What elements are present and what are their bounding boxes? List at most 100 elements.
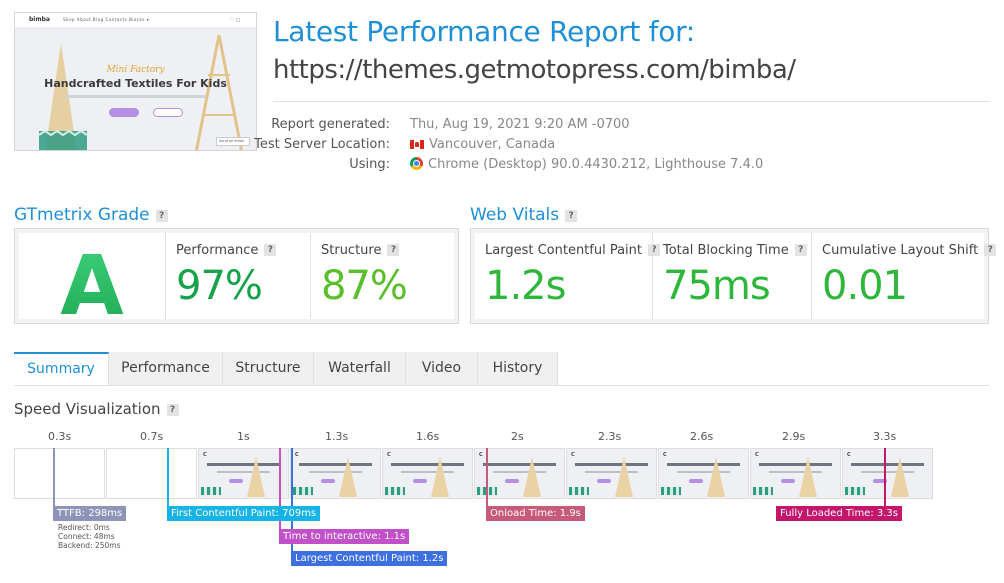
performance-label: Performance — [176, 243, 259, 258]
thumbnail-secondary-button — [153, 108, 183, 117]
web-vitals-panel: Largest Contentful Paint? 1.2s Total Blo… — [470, 228, 997, 324]
lcp-marker: Largest Contentful Paint: 1.2s — [291, 551, 448, 566]
meta-value-wrap: Chrome (Desktop) 90.0.4430.212, Lighthou… — [410, 157, 763, 172]
onload-line — [486, 448, 488, 506]
help-icon[interactable]: ? — [565, 210, 578, 222]
meta-key: Report generated: — [271, 117, 390, 132]
meta-value: Chrome (Desktop) 90.0.4430.212, Lighthou… — [428, 157, 764, 172]
cls-cell: Cumulative Layout Shift? 0.01 — [811, 233, 997, 319]
fcp-marker: First Contentful Paint: 709ms — [167, 506, 321, 521]
filmstrip-frame[interactable] — [106, 448, 197, 499]
chrome-icon — [410, 157, 423, 170]
filmstrip-frame[interactable]: C — [566, 448, 657, 499]
speed-visualization-title: Speed Visualization — [14, 400, 161, 418]
gtmetrix-grade-heading: GTmetrix Grade? — [14, 205, 168, 225]
meta-key: Using: — [349, 157, 390, 172]
ttfb-redirect: Redirect: 0ms — [58, 523, 110, 532]
cls-label: Cumulative Layout Shift — [822, 243, 979, 258]
help-icon[interactable]: ? — [166, 404, 179, 416]
thumbnail-chat-widget: Send an email — [216, 137, 250, 146]
thumbnail-title: Handcrafted Textiles For Kids — [44, 77, 227, 90]
timeline-tick: 2s — [511, 430, 524, 443]
lcp-value: 1.2s — [485, 263, 566, 309]
canada-flag-icon — [410, 140, 424, 149]
tab-performance[interactable]: Performance — [109, 352, 223, 386]
timeline-tick: 3.3s — [873, 430, 897, 443]
ttfb-line — [53, 448, 55, 506]
filmstrip-frame[interactable] — [14, 448, 105, 499]
gtmetrix-grade-panel: A Performance? 97% Structure? 87% — [14, 228, 459, 334]
header-divider — [273, 101, 990, 102]
structure-label-wrap: Structure? — [321, 243, 400, 258]
tab-video[interactable]: Video — [406, 352, 478, 386]
web-vitals-title: Web Vitals — [470, 205, 560, 225]
web-vitals-heading: Web Vitals? — [470, 205, 578, 225]
tbt-label-wrap: Total Blocking Time? — [663, 243, 807, 258]
meta-using: Using: Chrome (Desktop) 90.0.4430.212, L… — [200, 157, 980, 175]
ttfb-connect: Connect: 48ms — [58, 532, 115, 541]
speed-visualization-heading: Speed Visualization? — [14, 400, 179, 418]
tbt-value: 75ms — [663, 263, 771, 309]
help-icon[interactable]: ? — [794, 244, 807, 256]
meta-test-server-location: Test Server Location: Vancouver, Canada — [200, 137, 980, 155]
tab-history[interactable]: History — [478, 352, 558, 386]
help-icon[interactable]: ? — [387, 244, 400, 256]
lcp-label-wrap: Largest Contentful Paint? — [485, 243, 661, 258]
fully-loaded-line — [884, 448, 886, 506]
report-url[interactable]: https://themes.getmotopress.com/bimba/ — [273, 55, 796, 85]
report-title: Latest Performance Report for: — [273, 15, 695, 48]
timeline-tick: 1.6s — [416, 430, 440, 443]
meta-value: Thu, Aug 19, 2021 9:20 AM -0700 — [410, 117, 630, 132]
performance-value: 97% — [176, 263, 263, 309]
tbt-cell: Total Blocking Time? 75ms — [652, 233, 811, 319]
cls-value: 0.01 — [822, 263, 908, 309]
thumbnail-nav-icons: ♡ ◻ — [229, 17, 240, 23]
lcp-cell: Largest Contentful Paint? 1.2s — [475, 233, 661, 319]
tabs-divider — [14, 385, 989, 386]
tent-illustration — [39, 43, 87, 150]
thumbnail-navbar: bimba Shop About Blog Contacts Blocks ▾ … — [15, 13, 256, 27]
onload-marker: Onload Time: 1.9s — [486, 506, 585, 521]
tab-summary[interactable]: Summary — [14, 352, 109, 386]
help-icon[interactable]: ? — [264, 244, 277, 256]
shelf-illustration — [195, 35, 243, 150]
timeline-tick: 0.3s — [48, 430, 72, 443]
timeline-tick: 1s — [237, 430, 250, 443]
timeline-tick: 0.7s — [140, 430, 164, 443]
performance-cell: Performance? 97% — [165, 233, 310, 319]
site-screenshot-thumbnail[interactable]: bimba Shop About Blog Contacts Blocks ▾ … — [14, 12, 257, 151]
filmstrip-frame[interactable]: C — [198, 448, 289, 499]
structure-value: 87% — [321, 263, 408, 309]
tab-waterfall[interactable]: Waterfall — [314, 352, 406, 386]
filmstrip-frame[interactable]: C — [750, 448, 841, 499]
fcp-line — [167, 448, 169, 508]
tbt-label: Total Blocking Time — [663, 243, 789, 258]
thumbnail-nav-links: Shop About Blog Contacts Blocks ▾ — [63, 17, 150, 22]
thumbnail-primary-button — [109, 108, 139, 117]
filmstrip-frame[interactable]: C — [658, 448, 749, 499]
lcp-line — [291, 448, 293, 552]
timeline-tick: 1.3s — [325, 430, 349, 443]
help-icon[interactable]: ? — [648, 244, 661, 256]
grade-cell: A — [19, 233, 165, 334]
filmstrip-frame[interactable]: C — [290, 448, 381, 499]
timeline-tick: 2.9s — [782, 430, 806, 443]
tab-structure[interactable]: Structure — [223, 352, 314, 386]
filmstrip-frame[interactable]: C — [382, 448, 473, 499]
thumbnail-logo: bimba — [29, 16, 50, 23]
timeline-tick: 2.3s — [598, 430, 622, 443]
lcp-label: Largest Contentful Paint — [485, 243, 643, 258]
help-icon[interactable]: ? — [984, 244, 997, 256]
performance-label-wrap: Performance? — [176, 243, 277, 258]
filmstrip-frame[interactable]: C — [842, 448, 933, 499]
ttfb-marker: TTFB: 298ms — [53, 506, 127, 521]
help-icon[interactable]: ? — [155, 210, 168, 222]
meta-report-generated: Report generated: Thu, Aug 19, 2021 9:20… — [200, 117, 980, 135]
ttfb-backend: Backend: 250ms — [58, 541, 121, 550]
meta-key: Test Server Location: — [254, 137, 390, 152]
tti-line — [279, 448, 281, 530]
meta-value-wrap: Vancouver, Canada — [410, 137, 555, 152]
thumbnail-hero-text — [65, 95, 206, 98]
gtmetrix-grade-title: GTmetrix Grade — [14, 205, 150, 225]
thumbnail-subtitle: Mini Factory — [106, 65, 165, 75]
